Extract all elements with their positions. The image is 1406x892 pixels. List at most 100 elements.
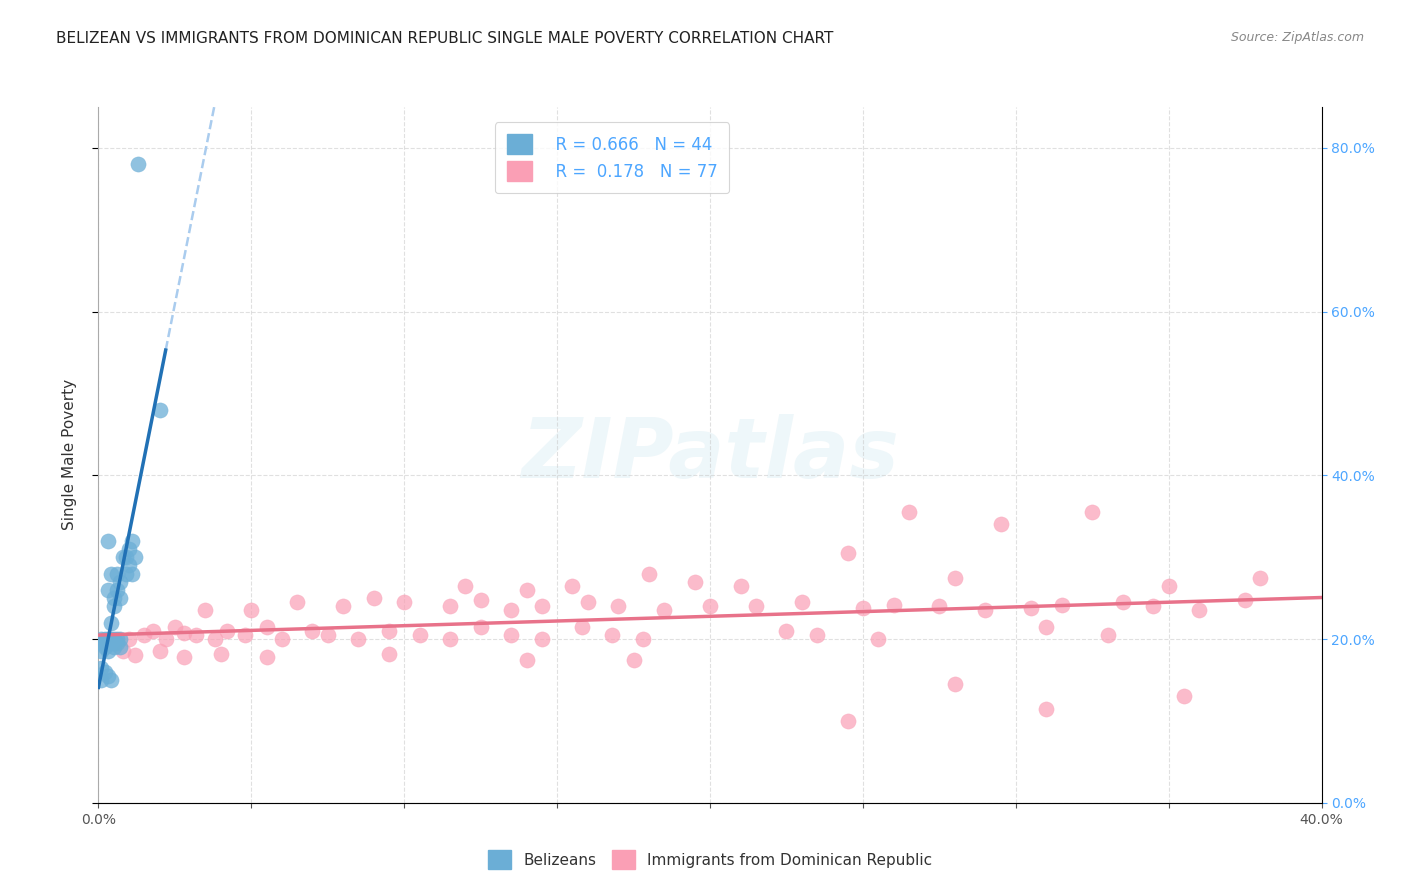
Point [1112,595,1135,609]
Text: BELIZEAN VS IMMIGRANTS FROM DOMINICAN REPUBLIC SINGLE MALE POVERTY CORRELATION C: BELIZEAN VS IMMIGRANTS FROM DOMINICAN RE… [56,31,834,46]
Point [118,558,141,573]
Point [652,603,675,617]
Point [105,582,128,597]
Point [837,714,859,728]
Point [576,595,599,609]
Point [439,632,461,646]
Point [974,603,997,617]
Point [142,624,165,638]
Point [883,598,905,612]
Point [530,599,553,614]
Point [631,632,654,646]
Point [790,595,813,609]
Point [97,636,120,650]
Point [111,550,134,565]
Point [90,636,112,650]
Point [561,579,583,593]
Point [97,582,120,597]
Point [118,542,141,557]
Point [100,632,122,646]
Y-axis label: Single Male Poverty: Single Male Poverty [62,379,77,531]
Point [1234,592,1257,607]
Point [90,632,112,646]
Point [392,595,416,609]
Point [93,632,115,646]
Point [100,566,122,581]
Point [347,632,370,646]
Point [103,640,125,655]
Point [186,628,208,642]
Point [118,632,141,646]
Point [316,628,339,642]
Point [124,550,146,565]
Point [516,582,538,597]
Point [233,628,256,642]
Point [173,650,195,665]
Point [93,636,115,650]
Point [637,566,661,581]
Point [516,652,538,666]
Point [90,661,112,675]
Point [163,620,186,634]
Point [121,566,143,581]
Point [501,603,523,617]
Point [623,652,645,666]
Point [990,517,1012,532]
Legend: Belizeans, Immigrants from Dominican Republic: Belizeans, Immigrants from Dominican Rep… [482,845,938,875]
Point [90,673,112,687]
Point [1249,571,1271,585]
Point [103,636,125,650]
Point [134,628,156,642]
Point [121,533,143,548]
Point [100,636,122,650]
Point [209,647,232,661]
Point [454,579,477,593]
Point [530,632,553,646]
Point [194,603,217,617]
Point [103,591,125,606]
Point [90,644,112,658]
Point [108,591,131,606]
Point [1081,505,1104,519]
Point [1173,690,1195,704]
Point [111,644,134,658]
Point [301,624,323,638]
Point [378,624,401,638]
Point [124,648,146,663]
Point [501,628,523,642]
Point [943,677,966,691]
Point [1142,599,1164,614]
Point [571,620,593,634]
Point [93,665,115,679]
Text: Source: ZipAtlas.com: Source: ZipAtlas.com [1230,31,1364,45]
Point [93,640,115,655]
Point [103,632,125,646]
Point [155,632,177,646]
Point [97,533,120,548]
Point [775,624,797,638]
Point [868,632,890,646]
Point [108,640,131,655]
Point [97,632,120,646]
Point [100,673,122,687]
Point [1188,603,1211,617]
Point [240,603,263,617]
Point [256,650,278,665]
Point [97,669,120,683]
Point [1050,598,1073,612]
Point [149,644,172,658]
Point [378,647,401,661]
Point [105,632,128,646]
Point [103,599,125,614]
Point [115,550,138,565]
Point [943,571,966,585]
Point [607,599,630,614]
Point [363,591,385,606]
Point [285,595,308,609]
Point [470,592,492,607]
Point [1097,628,1119,642]
Point [1035,620,1057,634]
Point [127,157,149,171]
Point [256,620,278,634]
Point [108,574,131,589]
